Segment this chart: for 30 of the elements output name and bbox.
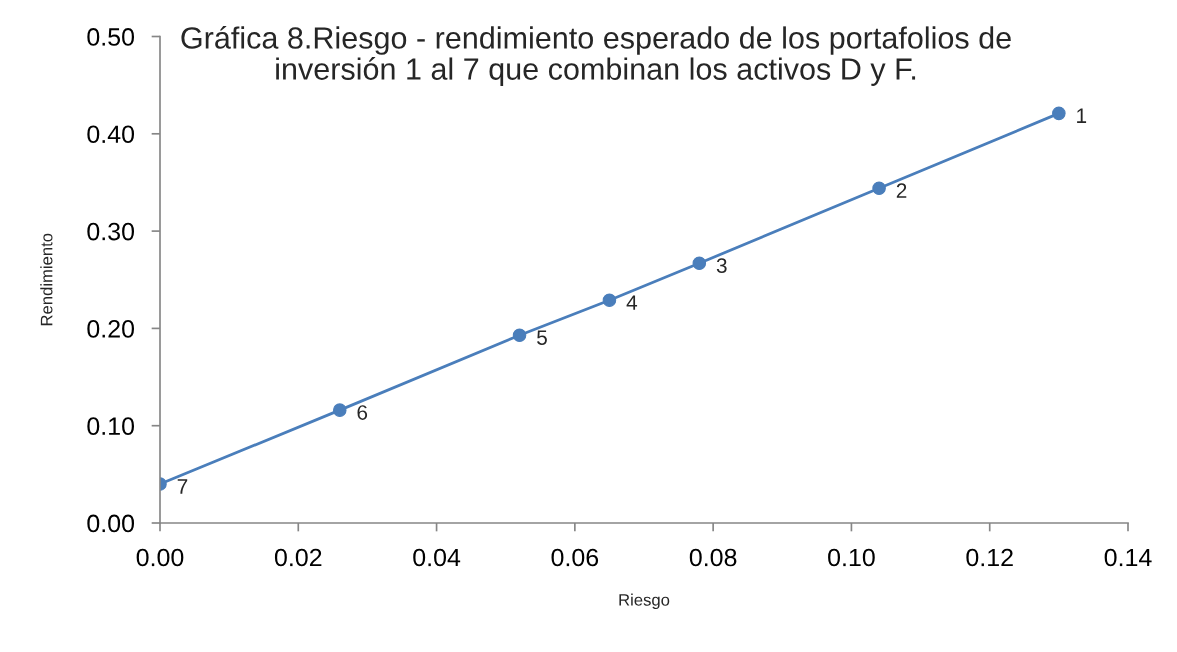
x-axis-title: Riesgo (619, 593, 670, 610)
x-tick-label: 0.12 (966, 548, 1013, 567)
y-tick-label: 0.00 (87, 514, 135, 533)
point (333, 403, 347, 417)
x-tick-label: 0.08 (689, 548, 737, 567)
y-tick-label: 0.30 (87, 222, 135, 241)
point (602, 293, 617, 307)
point (1052, 106, 1066, 121)
y-tick-label: 0.20 (87, 320, 135, 338)
y-axis-title: Rendimiento (40, 233, 53, 326)
x-tick-label: 0.14 (1104, 548, 1152, 567)
annotation: 3 (716, 258, 727, 273)
annotation: 6 (357, 405, 368, 420)
y-tick-label: 0.10 (87, 417, 135, 435)
annotation: 5 (537, 330, 547, 345)
point (692, 256, 707, 270)
annotation: 7 (177, 479, 188, 494)
x-tick-label: 0.06 (551, 548, 599, 567)
chart-title: Gráfica 8.Riesgo - rendimiento esperado de los portafolios de inversión 1 al 7 que combinan los activos D y F. (181, 26, 1011, 86)
annotation: 1 (1077, 108, 1087, 123)
x-tick-label: 0.00 (136, 548, 184, 567)
x-tick-label: 0.04 (413, 548, 461, 567)
annotation: 4 (626, 295, 638, 310)
point (512, 328, 527, 342)
x-tick-label: 0.02 (274, 548, 322, 567)
x-tick-label: 0.10 (828, 548, 875, 567)
annotation: 2 (896, 183, 907, 198)
point (872, 181, 886, 196)
y-tick-label: 0.50 (87, 28, 135, 46)
y-tick-label: 0.40 (87, 125, 135, 144)
